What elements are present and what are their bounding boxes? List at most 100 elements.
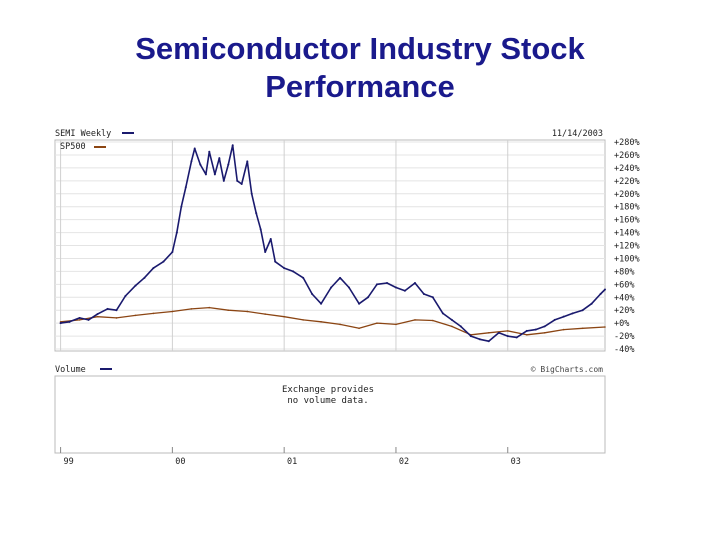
data-point-sp500 (78, 319, 81, 321)
data-point-sp500 (96, 315, 99, 318)
data-point-semi-weekly (208, 150, 211, 153)
data-point-semi-weekly (259, 228, 262, 231)
y-tick-label: -40% (614, 345, 634, 355)
data-point-semi-weekly (604, 288, 606, 291)
x-tick-label: 01 (287, 457, 297, 467)
y-tick-label: +180% (614, 203, 640, 213)
y-tick-label: +160% (614, 216, 640, 226)
data-point-semi-weekly (218, 157, 221, 160)
data-point-semi-weekly (274, 260, 277, 263)
data-point-semi-weekly (543, 325, 546, 328)
y-tick-label: +80% (614, 267, 634, 277)
data-point-semi-weekly (348, 286, 351, 289)
data-point-semi-weekly (171, 250, 174, 253)
data-point-sp500 (283, 315, 285, 318)
slide-title-line-1: Semiconductor Industry Stock (135, 31, 585, 66)
data-point-semi-weekly (115, 309, 118, 312)
chart-date: 11/14/2003 (552, 129, 603, 139)
y-tick-label: +220% (614, 177, 640, 187)
data-point-semi-weekly (204, 173, 207, 176)
data-point-semi-weekly (292, 270, 295, 273)
y-tick-label: -20% (614, 332, 634, 342)
data-point-semi-weekly (441, 312, 444, 315)
slide-title-line-2: Performance (265, 69, 455, 104)
data-point-semi-weekly (269, 238, 272, 241)
data-point-semi-weekly (386, 282, 389, 285)
y-tick-label: +140% (614, 229, 640, 239)
y-tick-label: +60% (614, 280, 634, 290)
y-tick-label: +20% (614, 306, 634, 316)
data-point-semi-weekly (413, 282, 416, 285)
y-tick-label: +0% (614, 319, 629, 329)
data-point-semi-weekly (213, 173, 216, 176)
data-point-semi-weekly (184, 186, 187, 189)
data-point-semi-weekly (96, 313, 99, 316)
data-point-semi-weekly (106, 307, 109, 310)
data-point-sp500 (604, 326, 606, 328)
data-point-semi-weekly (68, 320, 71, 323)
data-point-semi-weekly (193, 147, 196, 150)
data-point-sp500 (320, 321, 322, 323)
data-point-semi-weekly (339, 276, 342, 279)
data-point-semi-weekly (515, 336, 518, 339)
data-point-sp500 (190, 308, 193, 310)
data-point-semi-weekly (506, 335, 509, 338)
data-point-sp500 (562, 328, 565, 331)
x-tick-labels: 99 00 01 02 03 (60, 447, 521, 467)
data-point-sp500 (152, 312, 155, 315)
data-point-sp500 (451, 325, 453, 328)
data-point-semi-weekly (162, 260, 165, 263)
data-point-sp500 (134, 314, 137, 317)
y-tick-label: +260% (614, 151, 640, 161)
data-point-semi-weekly (562, 315, 565, 318)
y-tick-label: +200% (614, 190, 640, 200)
data-point-semi-weekly (236, 179, 239, 182)
y-tick-label: +40% (614, 293, 634, 303)
data-point-semi-weekly (459, 325, 462, 328)
data-point-semi-weekly (450, 318, 453, 321)
data-point-semi-weekly (553, 318, 556, 321)
volume-label: Volume (55, 365, 86, 375)
y-tick-label: +100% (614, 254, 640, 264)
data-point-sp500 (581, 327, 584, 330)
volume-message-line-2: no volume data. (287, 396, 368, 406)
data-point-semi-weekly (403, 289, 406, 292)
data-point-sp500 (208, 306, 211, 309)
volume-panel-frame (54, 375, 606, 454)
data-point-sp500 (264, 313, 266, 315)
series-line-sp500 (60, 306, 606, 336)
data-point-semi-weekly (143, 276, 146, 279)
data-point-semi-weekly (534, 328, 537, 331)
data-point-sp500 (487, 332, 490, 334)
x-tick-label: 99 (63, 457, 73, 467)
data-point-semi-weekly (358, 302, 361, 305)
data-point-sp500 (358, 327, 360, 330)
data-point-semi-weekly (250, 192, 253, 195)
data-point-semi-weekly (367, 296, 370, 299)
data-point-semi-weekly (497, 331, 500, 334)
data-point-semi-weekly (180, 205, 183, 208)
data-point-sp500 (506, 330, 509, 332)
data-point-sp500 (171, 310, 174, 313)
data-point-sp500 (395, 323, 397, 326)
data-point-sp500 (376, 322, 378, 324)
data-point-semi-weekly (590, 302, 593, 305)
data-point-semi-weekly (87, 318, 90, 321)
data-point-sp500 (525, 333, 528, 336)
data-point-semi-weekly (283, 267, 286, 270)
data-point-semi-weekly (302, 276, 305, 279)
data-point-sp500 (302, 319, 304, 321)
data-point-semi-weekly (422, 293, 425, 296)
data-point-semi-weekly (394, 286, 397, 289)
data-point-semi-weekly (231, 144, 234, 147)
data-point-semi-weekly (199, 163, 202, 166)
data-point-semi-weekly (469, 335, 472, 338)
data-point-semi-weekly (330, 286, 333, 289)
data-point-semi-weekly (478, 338, 481, 341)
data-point-sp500 (227, 309, 230, 311)
data-point-semi-weekly (311, 293, 314, 296)
data-point-sp500 (246, 310, 249, 313)
volume-message-line-1: Exchange provides (282, 385, 374, 395)
x-tick-label: 02 (399, 457, 409, 467)
